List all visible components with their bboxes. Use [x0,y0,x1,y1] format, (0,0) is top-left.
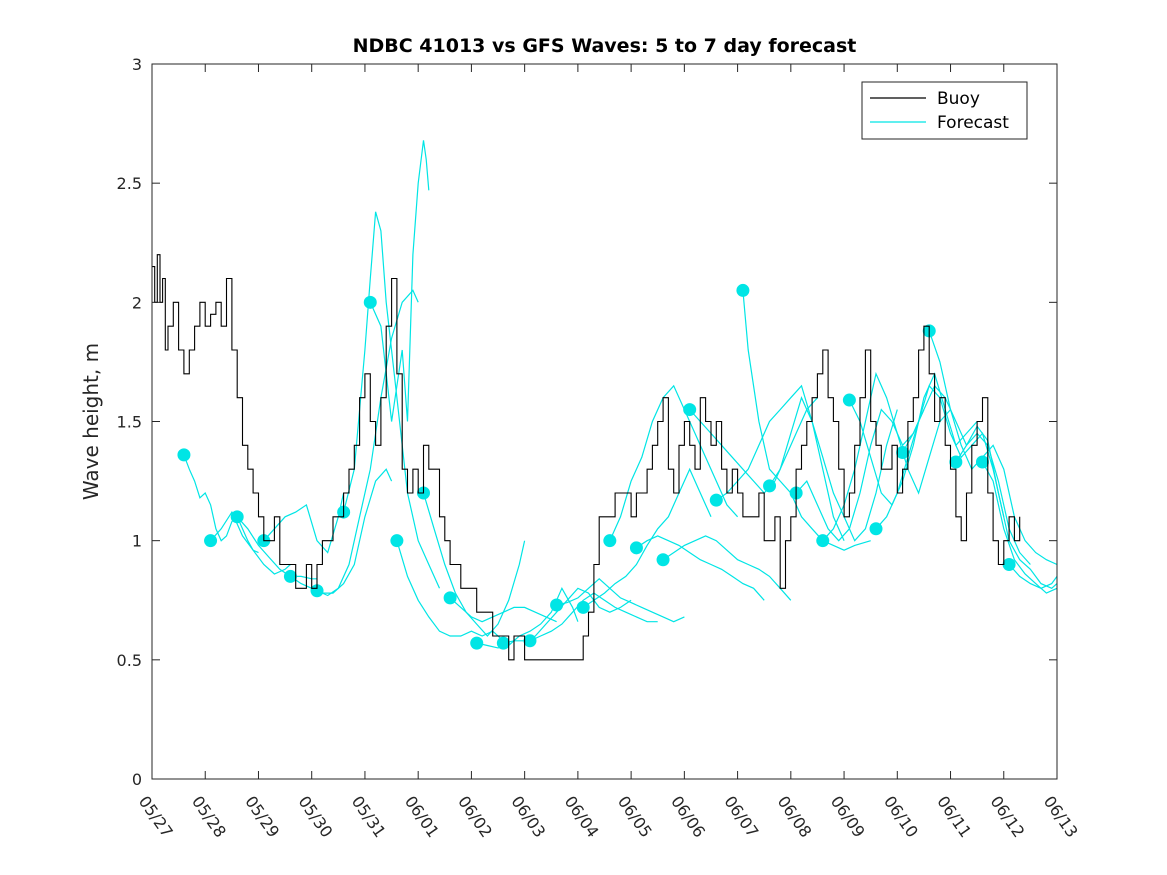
forecast-line-18 [662,535,792,601]
forecast-marker-7 [363,295,377,309]
forecast-line-28 [928,330,1058,566]
chart-title: NDBC 41013 vs GFS Waves: 5 to 7 day fore… [353,35,857,57]
forecast-marker-5 [310,584,324,598]
y-tick-label-4: 2 [132,293,142,312]
y-tick-label-3: 1.5 [117,413,142,432]
forecast-marker-21 [736,283,750,297]
forecast-marker-14 [550,598,564,612]
forecast-line-22 [768,395,898,542]
x-tick-label-9: 06/05 [614,792,656,841]
forecast-marker-16 [603,534,617,548]
forecast-line-15 [582,467,712,608]
x-tick-label-17: 06/13 [1040,792,1082,841]
y-tick-label-5: 2.5 [117,174,142,193]
x-tick-label-8: 06/04 [561,792,603,841]
x-tick-label-5: 06/01 [401,792,443,841]
forecast-marker-18 [656,553,670,567]
forecast-line-3 [263,492,345,554]
y-tick-label-0: 0 [132,770,142,789]
buoy-line [152,254,1021,661]
x-tick-label-3: 05/30 [294,792,336,841]
forecast-marker-2 [230,510,244,524]
forecast-line-31 [1008,564,1058,589]
x-tick-label-0: 05/27 [135,792,177,841]
legend-label-buoy: Buoy [937,89,980,109]
x-tick-label-1: 05/28 [188,792,230,841]
forecast-line-11 [476,586,579,649]
forecast-marker-30 [975,455,989,469]
forecast-marker-24 [816,534,830,548]
forecast-marker-0 [177,448,191,462]
forecast-line-30 [981,461,1058,594]
x-tick-label-16: 06/12 [986,792,1028,841]
forecast-marker-10 [443,591,457,605]
forecast-marker-12 [496,636,510,650]
forecast-line-0 [183,454,259,554]
forecast-line-23 [795,408,925,542]
y-axis-label: Wave height, m [79,343,103,500]
plot-area [152,64,1057,779]
legend: Buoy Forecast [861,81,1028,140]
y-tick-label-6: 3 [132,55,142,74]
forecast-line-6 [343,211,441,589]
forecast-marker-1 [204,534,218,548]
forecast-marker-17 [629,541,643,555]
x-tick-label-4: 05/31 [348,792,390,841]
forecast-marker-13 [523,634,537,648]
legend-label-forecast: Forecast [937,113,1009,133]
x-tick-label-10: 06/06 [667,792,709,841]
buoy-series [152,254,1021,661]
forecast-marker-25 [842,393,856,407]
y-tick-label-2: 1 [132,532,142,551]
forecast-marker-19 [683,403,697,417]
x-tick-label-6: 06/02 [454,792,496,841]
forecast-marker-20 [709,493,723,507]
forecast-line-21 [742,290,871,551]
forecast-line-14 [556,577,685,623]
x-tick-label-7: 06/03 [507,792,549,841]
forecast-series [177,140,1058,650]
y-tick-label-1: 0.5 [117,651,142,670]
forecast-marker-27 [896,445,910,459]
forecast-marker-26 [869,522,883,536]
forecast-marker-11 [470,636,484,650]
forecast-line-10 [449,597,557,623]
x-tick-label-11: 06/07 [720,792,762,841]
forecast-line-16 [609,384,739,541]
x-tick-label-14: 06/10 [880,792,922,841]
x-tick-label-15: 06/11 [933,792,975,841]
forecast-line-9 [422,492,526,637]
forecast-marker-8 [390,534,404,548]
legend-box [861,81,1028,140]
x-tick-label-12: 06/08 [774,792,816,841]
x-tick-label-2: 05/29 [241,792,283,841]
forecast-marker-29 [949,455,963,469]
forecast-line-2 [236,516,317,580]
forecast-marker-22 [763,479,777,493]
forecast-line-5 [316,289,419,597]
x-tick-label-13: 06/09 [827,792,869,841]
forecast-line-17 [636,535,765,601]
forecast-marker-31 [1002,558,1016,571]
plot-background [152,64,1057,779]
forecast-line-4 [290,468,393,594]
forecast-marker-4 [283,569,297,583]
forecast-marker-15 [576,600,590,614]
